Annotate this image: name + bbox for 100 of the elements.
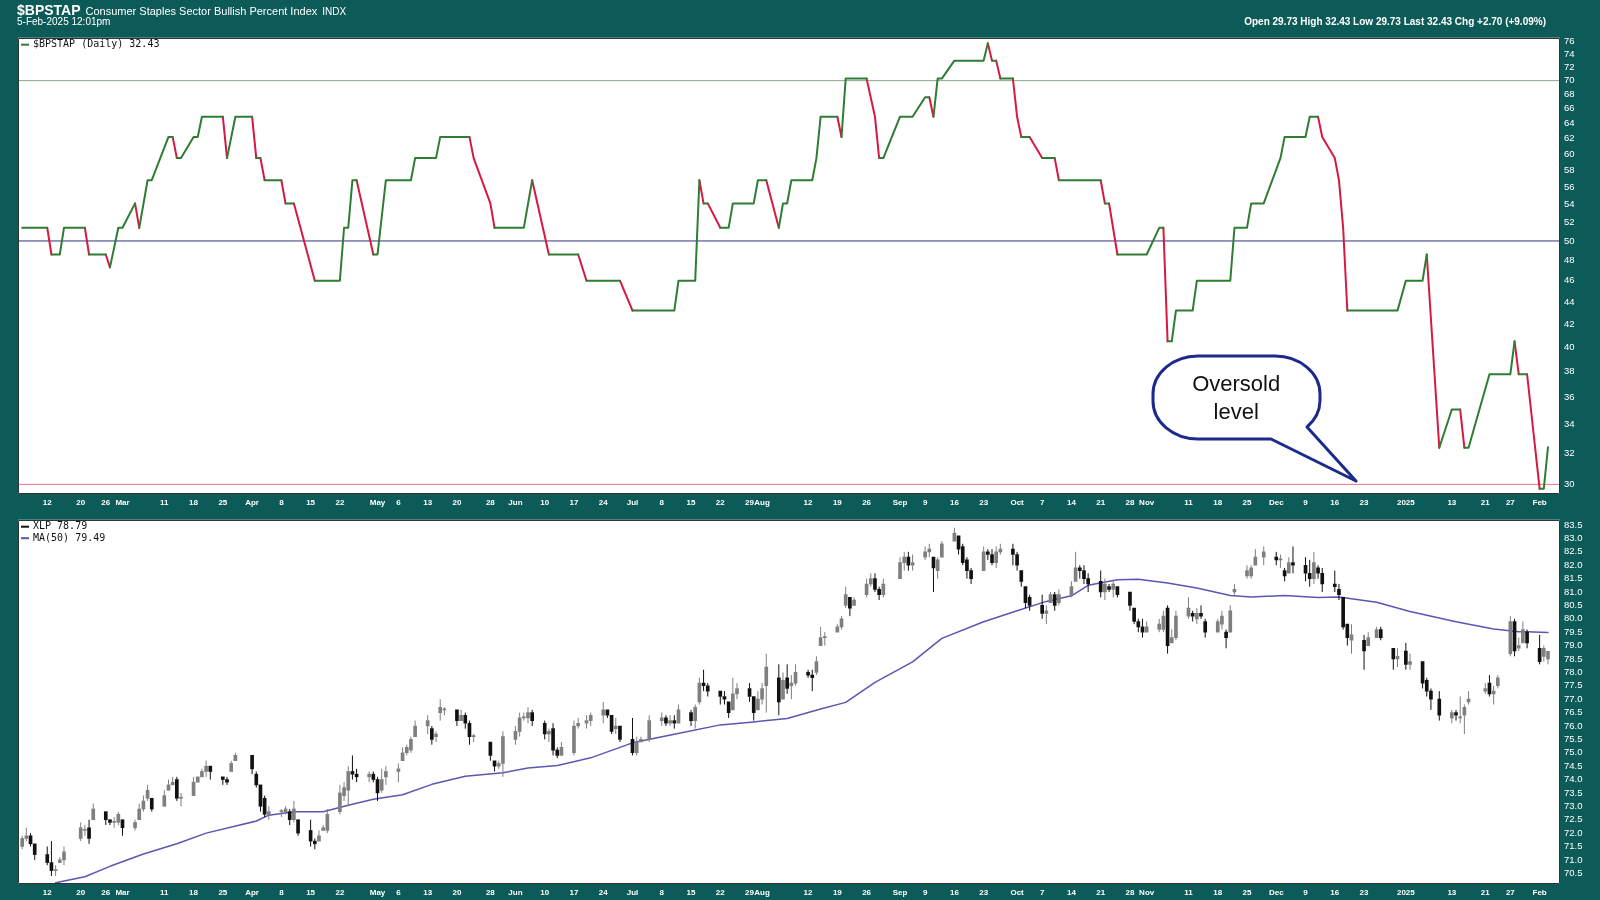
candlestick [149,797,154,813]
x-tick-label: 10 [540,498,550,507]
candlestick [91,803,96,821]
candlestick [379,768,384,794]
candlestick [1525,629,1529,649]
chart-title: $BPSTAP [17,2,81,18]
candlestick [1249,564,1254,580]
candlestick [990,548,994,566]
candlestick [1077,564,1082,580]
candlestick [1245,564,1249,580]
candlestick [1040,594,1044,620]
x-tick-label: 18 [189,498,199,507]
y-tick-label: 80.5 [1564,599,1583,611]
y-tick-label: 73.5 [1564,786,1583,798]
y-tick-label: 78.0 [1564,666,1583,678]
candlestick [689,709,693,727]
candlestick [806,669,810,679]
candlestick [367,771,371,783]
x-tick-label: 15 [686,498,697,507]
candlestick [1174,610,1178,641]
x-tick-label: 25 [1242,498,1252,507]
candlestick [292,800,296,823]
x-tick-label: May [369,498,386,507]
x-tick-label: 28 [485,888,496,897]
candlestick [994,545,999,569]
text: Open 29.73 High 32.43 Low 29.73 Last 32.43 Chg +2.70 (+9.09%) [1244,16,1546,27]
text: 5-Feb-2025 12:01pm [17,16,111,27]
x-tick-label: 28 [1125,498,1135,507]
x-tick-label: 2025 [1396,498,1416,507]
candlestick [618,725,622,743]
x-tick-label: 15 [306,498,316,507]
y-tick-label: 74.5 [1564,759,1583,771]
x-tick-label: 16 [1330,888,1340,897]
candlestick [693,704,698,730]
x-tick-label: Dec [1268,498,1285,507]
candlestick [1495,674,1500,689]
candlestick [413,720,417,737]
x-tick-label: 9 [1303,888,1309,897]
y-tick-label: 34 [1564,418,1575,430]
x-tick-label: 8 [659,498,665,507]
candlestick [1203,618,1208,639]
x-tick-label: 11 [160,888,170,897]
candlestick [868,572,873,588]
candlestick [785,663,789,695]
candlestick [639,736,643,743]
candlestick [672,714,677,730]
candlestick [1220,610,1224,631]
candlestick [1404,642,1408,671]
y-tick-label: 76.5 [1564,706,1583,718]
candlestick [20,835,25,850]
candlestick [87,819,91,845]
x-tick-label: 6 [396,498,402,507]
candlestick [731,677,735,711]
x-tick-label: Apr [245,498,259,507]
y-tick-label: 62 [1564,132,1575,144]
x-tick-label: Nov [1139,888,1155,897]
y-tick-label: 75.0 [1564,746,1583,758]
y-tick-label: 82.5 [1564,545,1583,557]
candlestick [1320,567,1325,593]
candlestick [810,669,815,692]
candlestick [1312,551,1316,585]
y-tick-label: 70 [1564,74,1575,86]
x-tick-label: 11 [1184,888,1194,897]
y-tick-label: 74 [1564,47,1575,59]
x-tick-label: 13 [423,498,433,507]
x-tick-label: 22 [715,888,726,897]
x-tick-label: Apr [245,888,259,897]
candlestick [1224,629,1228,649]
x-tick-label: 18 [1213,888,1223,897]
x-tick-label: 21 [1096,888,1106,897]
x-tick-label: 21 [1480,888,1491,897]
candlestick [1132,607,1136,625]
x-tick-label: 22 [335,888,345,897]
candlestick [1286,556,1291,574]
y-tick-label: 81.0 [1564,585,1583,597]
y-tick-label: 72.0 [1564,826,1583,838]
x-tick-label: Jun [508,498,523,507]
x-tick-label: Jun [508,888,523,897]
y-tick-label: 66 [1564,102,1575,114]
candlestick [764,653,769,714]
candlestick [927,543,932,558]
candlestick [664,714,668,727]
y-tick-label: 38 [1564,365,1575,377]
candlestick [1437,690,1442,722]
candlestick [722,690,727,706]
candlestick [350,754,355,781]
candlestick [1516,637,1521,652]
candlestick [1366,631,1371,646]
candlestick [434,730,438,743]
x-tick-label: 8 [279,888,285,897]
candlestick [1541,645,1546,663]
y-tick-label: 48 [1564,254,1575,266]
x-tick-label: 6 [396,888,402,897]
x-tick-label: 10 [540,888,550,897]
candlestick [1098,570,1103,598]
x-tick-label: Sep [892,888,908,897]
candlestick [1195,607,1199,625]
candlestick [175,776,179,802]
x-tick-label: 8 [279,498,285,507]
x-tick-label: 29 [745,888,755,897]
